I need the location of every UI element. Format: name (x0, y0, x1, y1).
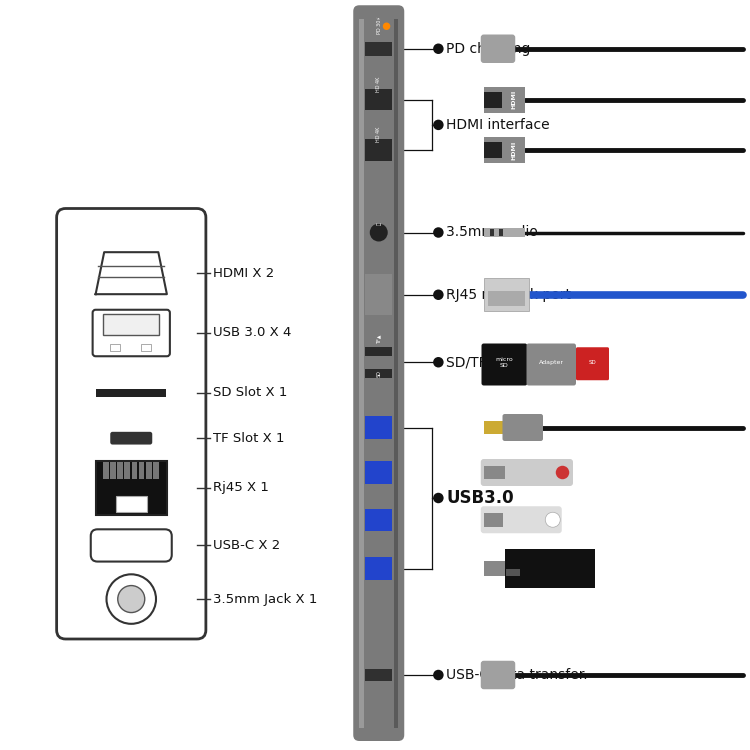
Circle shape (382, 22, 390, 30)
FancyBboxPatch shape (91, 530, 172, 562)
Text: PD 30⚡: PD 30⚡ (376, 16, 381, 34)
Bar (484, 142, 502, 158)
Text: TF Slot X 1: TF Slot X 1 (213, 432, 285, 445)
FancyBboxPatch shape (57, 209, 206, 639)
Bar (365, 274, 392, 315)
Bar (506, 568, 520, 576)
Text: SD/TF card: SD/TF card (446, 356, 522, 369)
Bar (484, 92, 502, 108)
Text: USB 3.0 X 4: USB 3.0 X 4 (213, 326, 292, 340)
Text: USB-C data transfer.: USB-C data transfer. (446, 668, 588, 682)
FancyBboxPatch shape (481, 661, 515, 689)
Circle shape (545, 512, 560, 527)
Circle shape (556, 466, 569, 479)
Bar (103, 462, 109, 478)
Bar (141, 344, 152, 351)
Bar (365, 669, 392, 681)
Bar (116, 496, 147, 512)
Circle shape (118, 586, 145, 613)
Text: HD 4K: HD 4K (376, 127, 381, 142)
Bar (146, 462, 152, 478)
Bar (484, 466, 505, 479)
Bar (365, 509, 392, 531)
Circle shape (370, 224, 388, 242)
FancyBboxPatch shape (93, 310, 170, 356)
Text: Rj45 X 1: Rj45 X 1 (213, 482, 269, 494)
Text: HDMI: HDMI (511, 90, 516, 110)
Polygon shape (96, 252, 166, 294)
Text: 🎧: 🎧 (376, 222, 381, 225)
Bar (365, 416, 392, 439)
FancyBboxPatch shape (353, 5, 404, 741)
Circle shape (433, 670, 444, 680)
Text: 3.5mm audio: 3.5mm audio (446, 226, 538, 239)
Bar (359, 19, 364, 728)
Bar (488, 291, 525, 306)
Bar (484, 278, 529, 311)
FancyBboxPatch shape (526, 344, 576, 386)
Text: HDMI: HDMI (511, 140, 516, 160)
Bar (365, 140, 392, 160)
Bar (365, 369, 392, 378)
Text: HDMI interface: HDMI interface (446, 118, 550, 132)
Circle shape (433, 44, 444, 54)
FancyBboxPatch shape (481, 34, 515, 63)
Bar (365, 42, 392, 56)
Bar (110, 462, 116, 478)
Text: PD charging: PD charging (446, 42, 531, 56)
FancyBboxPatch shape (481, 459, 573, 486)
Bar (131, 462, 137, 478)
Text: USB-C X 2: USB-C X 2 (213, 539, 280, 552)
Text: RJ45 network port: RJ45 network port (446, 288, 572, 302)
Bar (490, 229, 494, 236)
Bar (117, 462, 123, 478)
Circle shape (433, 290, 444, 300)
Text: SD: SD (376, 370, 381, 377)
Bar (365, 89, 392, 110)
Text: Adapter: Adapter (538, 360, 564, 364)
Bar (96, 460, 166, 514)
FancyBboxPatch shape (481, 506, 562, 533)
Circle shape (106, 574, 156, 624)
Circle shape (433, 227, 444, 238)
Text: TF▲: TF▲ (376, 334, 381, 344)
Bar (484, 421, 505, 434)
Bar (139, 462, 145, 478)
Bar (484, 228, 525, 237)
Text: 3.5mm Jack X 1: 3.5mm Jack X 1 (213, 592, 318, 605)
Text: micro
SD: micro SD (496, 357, 513, 368)
Bar (365, 461, 392, 484)
Bar (96, 388, 166, 397)
Bar (153, 462, 159, 478)
Bar (124, 462, 130, 478)
Text: HDMI X 2: HDMI X 2 (213, 267, 274, 280)
Bar (110, 344, 120, 351)
Text: SD: SD (589, 360, 596, 364)
Bar (505, 549, 595, 588)
Bar (484, 561, 505, 576)
Circle shape (433, 493, 444, 503)
Bar (365, 557, 392, 580)
FancyBboxPatch shape (503, 414, 543, 441)
Circle shape (433, 119, 444, 130)
Bar (484, 136, 525, 163)
Bar (499, 229, 502, 236)
FancyBboxPatch shape (110, 432, 152, 445)
Bar (484, 87, 525, 113)
Bar (365, 346, 392, 355)
FancyBboxPatch shape (576, 347, 609, 380)
Text: USB3.0: USB3.0 (446, 489, 514, 507)
Text: HD 4K: HD 4K (376, 77, 381, 92)
Bar (394, 19, 398, 728)
Bar (484, 513, 502, 526)
Text: SD Slot X 1: SD Slot X 1 (213, 386, 288, 399)
Circle shape (433, 357, 444, 368)
FancyBboxPatch shape (482, 344, 527, 386)
Bar (104, 314, 159, 335)
